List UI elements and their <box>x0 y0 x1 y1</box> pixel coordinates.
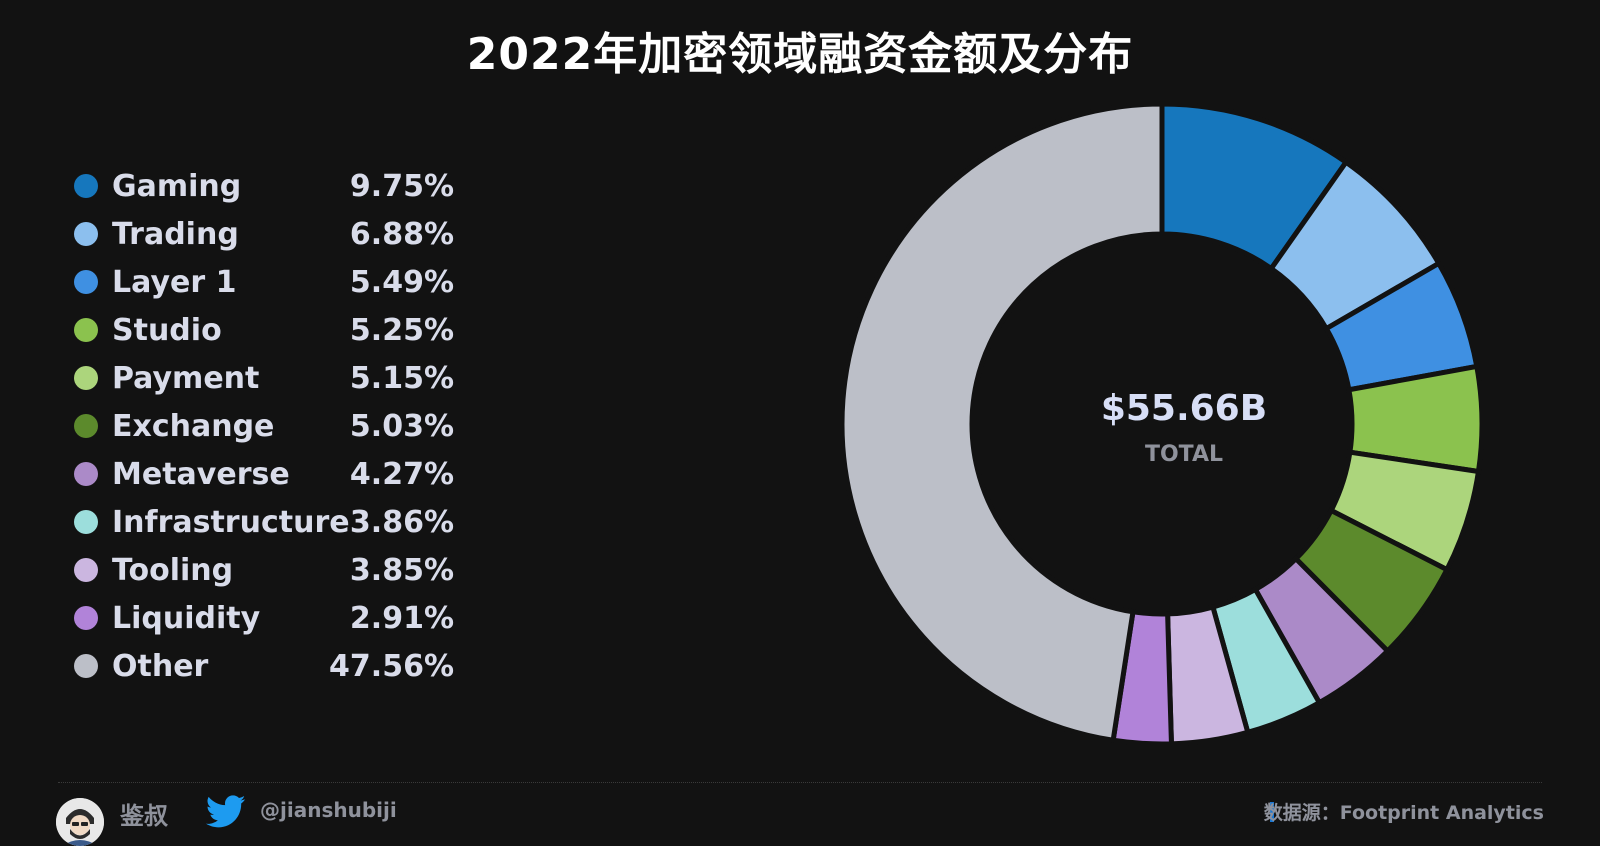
legend-value: 2.91% <box>349 600 454 636</box>
legend-label: Exchange <box>112 408 275 444</box>
twitter-handle[interactable]: @jianshubiji <box>260 798 397 822</box>
author-name: 鉴叔 <box>120 802 168 830</box>
legend-item: Metaverse 4.27% <box>74 450 454 498</box>
legend-label: Infrastructure <box>112 504 350 540</box>
legend-item: Layer 1 5.49% <box>74 258 454 306</box>
legend-label: Tooling <box>112 552 234 588</box>
footer-divider <box>58 782 1542 783</box>
legend-item: Infrastructure 3.86% <box>74 498 454 546</box>
legend-swatch <box>74 174 98 198</box>
source-accent-bar <box>1270 802 1274 822</box>
legend-item: Exchange 5.03% <box>74 402 454 450</box>
legend-item: Studio 5.25% <box>74 306 454 354</box>
legend-value: 9.75% <box>349 168 454 204</box>
legend-value: 6.88% <box>349 216 454 252</box>
legend-swatch <box>74 654 98 678</box>
data-source: 数据源：Footprint Analytics <box>1263 802 1544 824</box>
total-value: $55.66B <box>1100 388 1268 429</box>
chart-title: 2022年加密领域融资金额及分布 <box>466 29 1134 80</box>
footer: 鉴叔 @jianshubiji 数据源：Footprint Analytics <box>0 790 1600 846</box>
legend-swatch <box>74 270 98 294</box>
legend: Gaming 9.75% Trading 6.88% Layer 1 5.49% Studi… <box>74 162 454 690</box>
legend-value: 3.86% <box>349 504 454 540</box>
total-label: TOTAL <box>1144 442 1224 467</box>
legend-label: Other <box>112 648 209 684</box>
avatar-portrait-icon <box>56 798 104 846</box>
legend-item: Other 47.56% <box>74 642 454 690</box>
legend-swatch <box>74 222 98 246</box>
legend-item: Payment 5.15% <box>74 354 454 402</box>
legend-label: Metaverse <box>112 456 290 492</box>
legend-label: Trading <box>112 216 239 252</box>
twitter-bird-icon[interactable] <box>206 794 246 830</box>
legend-value: 5.25% <box>349 312 454 348</box>
legend-value: 3.85% <box>349 552 454 588</box>
legend-swatch <box>74 510 98 534</box>
donut-slice <box>839 101 1165 744</box>
legend-value: 5.03% <box>349 408 454 444</box>
legend-item: Liquidity 2.91% <box>74 594 454 642</box>
legend-item: Trading 6.88% <box>74 210 454 258</box>
legend-label: Gaming <box>112 168 242 204</box>
legend-label: Liquidity <box>112 600 261 636</box>
legend-swatch <box>74 318 98 342</box>
legend-item: Tooling 3.85% <box>74 546 454 594</box>
legend-label: Studio <box>112 312 222 348</box>
legend-label: Layer 1 <box>112 264 237 300</box>
avatar <box>56 798 104 846</box>
legend-item: Gaming 9.75% <box>74 162 454 210</box>
legend-value: 47.56% <box>329 648 454 684</box>
legend-label: Payment <box>112 360 260 396</box>
legend-value: 5.15% <box>349 360 454 396</box>
legend-value: 5.49% <box>349 264 454 300</box>
legend-swatch <box>74 558 98 582</box>
legend-swatch <box>74 414 98 438</box>
legend-value: 4.27% <box>349 456 454 492</box>
legend-swatch <box>74 462 98 486</box>
legend-swatch <box>74 366 98 390</box>
legend-swatch <box>74 606 98 630</box>
